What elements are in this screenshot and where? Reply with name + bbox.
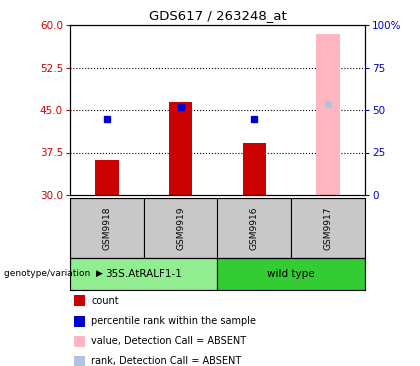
Text: value, Detection Call = ABSENT: value, Detection Call = ABSENT	[91, 336, 246, 346]
Text: GSM9919: GSM9919	[176, 206, 185, 250]
Bar	[243, 143, 266, 195]
Bar	[218, 198, 291, 258]
Text: percentile rank within the sample: percentile rank within the sample	[91, 316, 256, 326]
Bar	[70, 258, 218, 290]
Text: count: count	[91, 296, 118, 306]
Text: genotype/variation  ▶: genotype/variation ▶	[4, 269, 103, 279]
Bar	[70, 198, 144, 258]
Bar	[218, 258, 365, 290]
Bar	[291, 198, 365, 258]
Bar	[169, 101, 192, 195]
Text: rank, Detection Call = ABSENT: rank, Detection Call = ABSENT	[91, 356, 241, 366]
Bar	[144, 198, 218, 258]
Text: GSM9916: GSM9916	[250, 206, 259, 250]
Text: wild type: wild type	[268, 269, 315, 279]
Bar	[95, 160, 119, 195]
Bar	[316, 34, 340, 195]
Title: GDS617 / 263248_at: GDS617 / 263248_at	[149, 10, 286, 22]
Text: GSM9918: GSM9918	[102, 206, 111, 250]
Text: GSM9917: GSM9917	[324, 206, 333, 250]
Text: 35S.AtRALF1-1: 35S.AtRALF1-1	[105, 269, 182, 279]
